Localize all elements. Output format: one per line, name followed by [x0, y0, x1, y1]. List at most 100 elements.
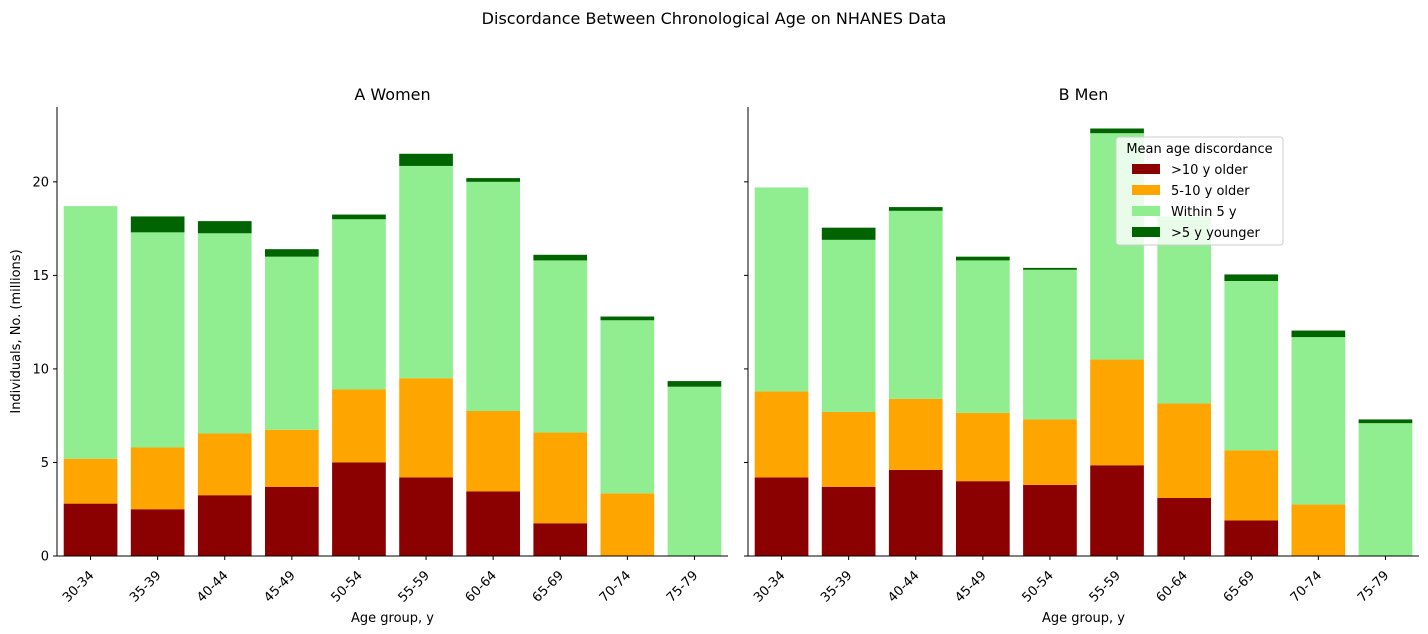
panel-men: 30-34 35-39 40-44 45-49 50-54 55-59 60-64 65-69…	[744, 85, 1419, 626]
x-tick-label: 50-54	[1019, 568, 1056, 605]
bar-younger5-50-54	[1023, 267, 1077, 270]
bar-within5-35-39	[130, 232, 185, 448]
bar-older10-40-44	[197, 495, 252, 556]
bar-within5-30-34	[63, 206, 118, 459]
bar-older5_10-40-44	[197, 433, 252, 496]
bar-within5-65-69	[533, 260, 588, 433]
bar-older5_10-70-74	[1291, 504, 1346, 556]
x-tick-label: 50-54	[328, 568, 365, 605]
bar-within5-30-34	[754, 187, 809, 392]
legend-label: Within 5 y	[1171, 205, 1237, 220]
legend-label: >5 y younger	[1171, 226, 1260, 241]
x-tick-label: 65-69	[530, 568, 567, 605]
x-tick-label: 40-44	[194, 568, 231, 605]
bar-older5_10-55-59	[1090, 359, 1144, 466]
x-axis-label: Age group, y	[351, 611, 434, 626]
legend-swatch-older10	[1132, 164, 1160, 174]
bar-older5_10-35-39	[821, 411, 876, 487]
bar-older5_10-30-34	[63, 458, 118, 504]
bar-older10-30-34	[754, 477, 809, 556]
panel-women: 0 5 10 15 20 30-34 35-39 40-44 45-49 50-54 55-59 60…	[9, 85, 728, 626]
x-tick-label: 55-59	[1087, 568, 1124, 605]
legend-swatch-younger5	[1132, 227, 1160, 237]
bar-within5-75-79	[1358, 423, 1413, 556]
bar-younger5-60-64	[466, 178, 520, 182]
bar-within5-40-44	[888, 210, 943, 399]
x-tick-label: 40-44	[885, 568, 922, 605]
x-tick-label: 45-49	[952, 568, 989, 605]
bar-older5_10-40-44	[888, 398, 943, 470]
bar-older5_10-60-64	[1157, 403, 1211, 499]
y-tick-label: 10	[32, 362, 49, 377]
figure-title: Discordance Between Chronological Age on…	[482, 9, 947, 28]
bar-older5_10-45-49	[956, 412, 1010, 482]
bar-within5-60-64	[466, 181, 520, 412]
bar-within5-70-74	[1291, 337, 1346, 505]
bar-older5_10-60-64	[466, 411, 520, 492]
y-tick-label: 15	[32, 269, 49, 284]
bar-within5-50-54	[332, 219, 386, 390]
bar-younger5-70-74	[1291, 330, 1346, 338]
bar-younger5-75-79	[1358, 419, 1413, 424]
bar-older10-65-69	[533, 523, 588, 556]
panel-title: B Men	[1059, 85, 1109, 104]
bar-younger5-45-49	[956, 256, 1010, 261]
bar-within5-75-79	[667, 386, 722, 556]
bar-younger5-55-59	[1090, 128, 1144, 134]
bar-older10-55-59	[1090, 465, 1144, 556]
x-tick-label: 30-34	[751, 568, 788, 605]
x-tick-label: 35-39	[818, 568, 855, 605]
y-axis-label: Individuals, No. (millions)	[9, 249, 24, 413]
legend-label: 5-10 y older	[1171, 184, 1250, 199]
bar-older10-30-34	[63, 503, 118, 556]
panel-title: A Women	[354, 85, 430, 104]
x-tick-label: 60-64	[1154, 568, 1191, 605]
bar-older5_10-70-74	[600, 493, 655, 556]
bar-within5-70-74	[600, 320, 655, 494]
x-tick-label: 65-69	[1221, 568, 1258, 605]
legend-swatch-within5	[1132, 206, 1160, 216]
bar-within5-45-49	[265, 256, 319, 430]
bar-older10-50-54	[332, 462, 386, 556]
x-tick-label: 55-59	[396, 568, 433, 605]
bar-younger5-75-79	[667, 381, 722, 387]
bar-within5-45-49	[956, 260, 1010, 413]
bar-older10-50-54	[1023, 484, 1077, 556]
bar-younger5-40-44	[197, 221, 252, 234]
bar-older5_10-65-69	[533, 432, 588, 524]
bar-within5-60-64	[1157, 216, 1211, 404]
bar-older10-60-64	[1157, 498, 1211, 556]
bar-younger5-40-44	[888, 207, 943, 211]
bar-within5-40-44	[197, 233, 252, 434]
x-tick-label: 45-49	[261, 568, 298, 605]
x-tick-label: 35-39	[127, 568, 164, 605]
x-tick-label: 75-79	[1355, 568, 1392, 605]
bar-older10-35-39	[130, 509, 185, 556]
bar-older10-45-49	[265, 486, 319, 556]
bar-within5-50-54	[1023, 269, 1077, 420]
bar-older10-35-39	[821, 486, 876, 556]
bar-younger5-35-39	[130, 216, 185, 233]
bar-younger5-70-74	[600, 316, 655, 321]
x-tick-label: 70-74	[597, 568, 634, 605]
bar-older5_10-55-59	[399, 378, 453, 478]
x-tick-label: 75-79	[664, 568, 701, 605]
bar-older5_10-35-39	[130, 447, 185, 510]
bar-younger5-35-39	[821, 227, 876, 240]
x-tick-label: 30-34	[60, 568, 97, 605]
legend-swatch-older5_10	[1132, 185, 1160, 195]
bar-older10-65-69	[1224, 520, 1279, 556]
bar-within5-35-39	[821, 239, 876, 412]
bar-older5_10-30-34	[754, 391, 809, 478]
x-tick-label: 70-74	[1288, 568, 1325, 605]
y-tick-label: 0	[41, 550, 49, 565]
bar-younger5-50-54	[332, 214, 386, 220]
legend: Mean age discordance >10 y older 5-10 y ol…	[1115, 136, 1284, 246]
x-axis-label: Age group, y	[1042, 611, 1125, 626]
bar-older10-55-59	[399, 477, 453, 556]
bar-older5_10-65-69	[1224, 450, 1279, 521]
legend-title: Mean age discordance	[1126, 142, 1272, 157]
bar-younger5-65-69	[1224, 274, 1279, 281]
